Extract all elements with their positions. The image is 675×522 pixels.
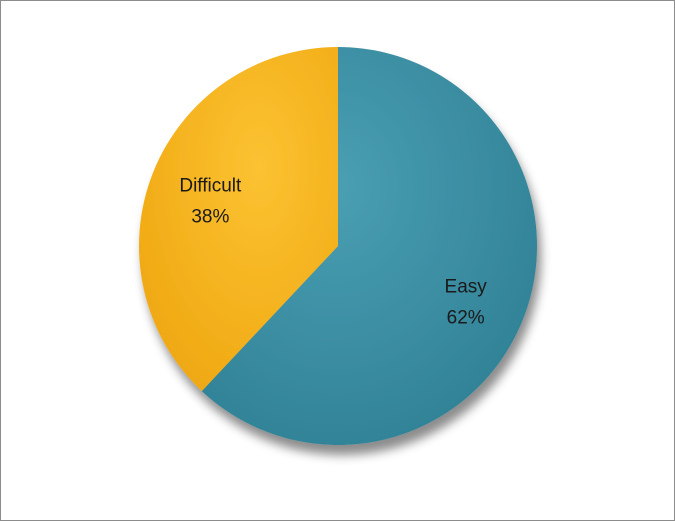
slice-label-easy: Easy bbox=[445, 277, 488, 298]
slice-label-difficult: Difficult bbox=[179, 175, 242, 196]
pie-labels: Easy 62% Difficult 38% bbox=[179, 175, 487, 328]
pie-slice-easy bbox=[201, 47, 537, 445]
pie-slices bbox=[138, 47, 537, 445]
pie-slice-difficult bbox=[138, 47, 338, 392]
slice-percent-difficult: 38% bbox=[191, 206, 229, 227]
slice-percent-easy: 62% bbox=[447, 308, 485, 329]
